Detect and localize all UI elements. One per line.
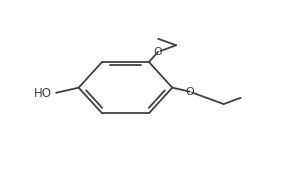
Text: HO: HO: [34, 87, 52, 100]
Text: O: O: [185, 87, 194, 97]
Text: O: O: [154, 47, 162, 57]
